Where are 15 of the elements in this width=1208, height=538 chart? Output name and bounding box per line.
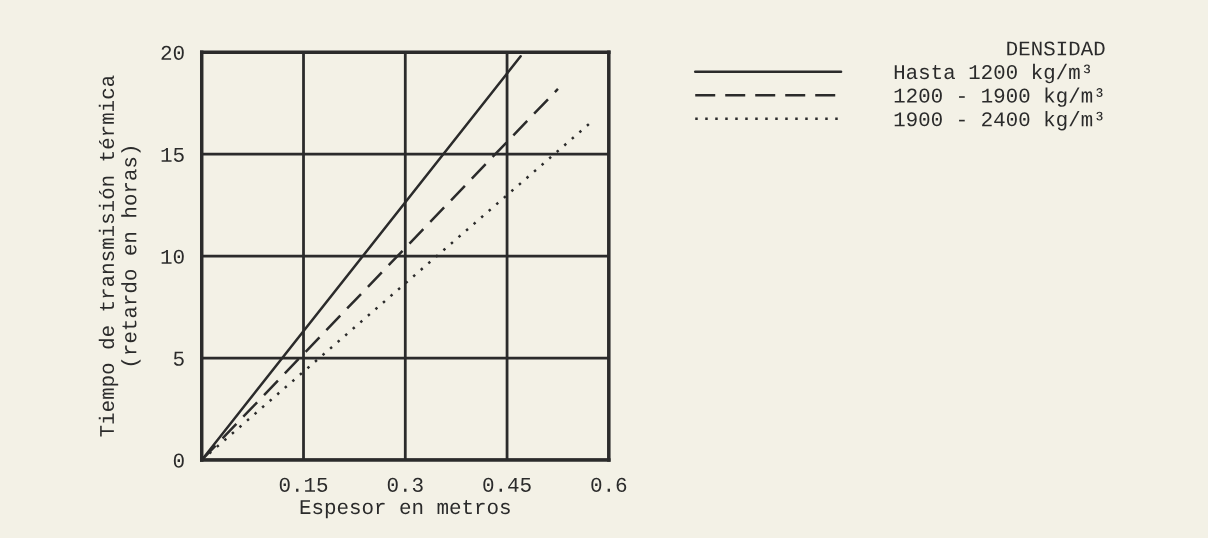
text: 1900 - 2400 kg/m³ (894, 111, 1103, 131)
text: Hasta 1200 kg/m³ (894, 63, 1091, 84)
y-tick-label: 20 (161, 45, 184, 60)
y-tick-label: 15 (161, 147, 184, 162)
x-tick-label: 0.15 (279, 477, 328, 492)
x-tick-label: 0.3 (387, 477, 423, 492)
legend-title: DENSIDAD (1007, 41, 1105, 56)
y-tick-label: 10 (161, 249, 184, 264)
x-tick-label: 0.45 (483, 477, 531, 492)
x-tick-label: 0.6 (591, 477, 627, 492)
text: 1200 - 1900 kg/m³ (894, 87, 1103, 107)
y-tick-label: 0 (173, 453, 184, 468)
x-axis-title: Espesor en metros (300, 500, 510, 519)
y-axis-title: Tiempo de transmisión térmica (retardo en horas) (98, 75, 141, 437)
y-tick-label: 5 (173, 351, 184, 366)
